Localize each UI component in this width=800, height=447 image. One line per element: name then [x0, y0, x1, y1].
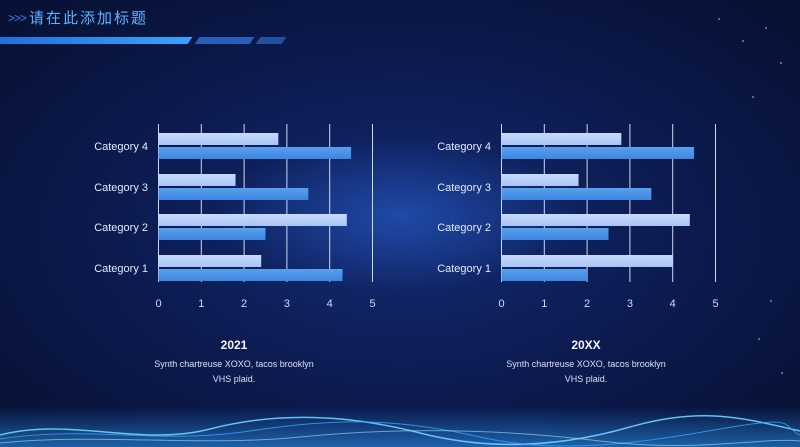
bar-series-2 — [501, 255, 673, 267]
bar-series-2 — [158, 214, 347, 226]
bar-series-2 — [501, 214, 690, 226]
x-tick-label: 4 — [327, 298, 333, 310]
sparkle-decoration — [781, 372, 783, 374]
chart-1-title: 2021 — [220, 338, 248, 352]
sparkle-decoration — [765, 27, 767, 29]
slide-header: >>> 请在此添加标题 — [8, 7, 148, 28]
bar-series-2 — [158, 255, 262, 267]
bar-series-1 — [501, 147, 695, 159]
sparkle-decoration — [742, 40, 744, 42]
bar-series-1 — [501, 269, 588, 281]
glow-wave-decoration — [0, 407, 800, 447]
x-tick-label: 5 — [369, 298, 375, 310]
category-label: Category 1 — [437, 263, 491, 275]
bar-series-2 — [158, 133, 279, 145]
sparkle-decoration — [752, 96, 754, 98]
slide-title[interactable]: 请在此添加标题 — [29, 10, 149, 27]
x-tick-label: 4 — [670, 298, 676, 310]
bar-series-1 — [158, 228, 266, 240]
category-label: Category 4 — [437, 141, 491, 153]
x-tick-label: 3 — [284, 298, 290, 310]
x-tick-label: 3 — [627, 298, 633, 310]
category-label: Category 3 — [94, 182, 148, 194]
chart-2-title: 20XX — [571, 338, 601, 352]
sparkle-decoration — [718, 18, 720, 20]
bar-series-2 — [158, 174, 236, 186]
category-label: Category 2 — [94, 222, 148, 234]
chevrons-icon: >>> — [8, 10, 27, 25]
bar-series-1 — [158, 147, 352, 159]
x-tick-label: 1 — [198, 298, 204, 310]
category-label: Category 2 — [437, 222, 491, 234]
bar-series-2 — [501, 133, 622, 145]
category-label: Category 4 — [94, 141, 148, 153]
sparkle-decoration — [770, 300, 772, 302]
category-label: Category 3 — [437, 182, 491, 194]
x-tick-label: 2 — [584, 298, 590, 310]
chart-1-description: Synth chartreuse XOXO, tacos brooklyn VH… — [154, 359, 314, 384]
x-tick-label: 1 — [541, 298, 547, 310]
chart-2-description: Synth chartreuse XOXO, tacos brooklyn VH… — [506, 359, 666, 384]
x-tick-label: 2 — [241, 298, 247, 310]
x-tick-label: 5 — [712, 298, 718, 310]
bar-series-1 — [158, 269, 343, 281]
bar-series-1 — [158, 188, 309, 200]
sparkle-decoration — [758, 338, 760, 340]
x-tick-label: 0 — [155, 298, 161, 310]
bar-series-1 — [501, 188, 652, 200]
category-label: Category 1 — [94, 263, 148, 275]
sparkle-decoration — [780, 62, 782, 64]
bar-series-1 — [501, 228, 609, 240]
bar-series-2 — [501, 174, 579, 186]
x-tick-label: 0 — [498, 298, 504, 310]
